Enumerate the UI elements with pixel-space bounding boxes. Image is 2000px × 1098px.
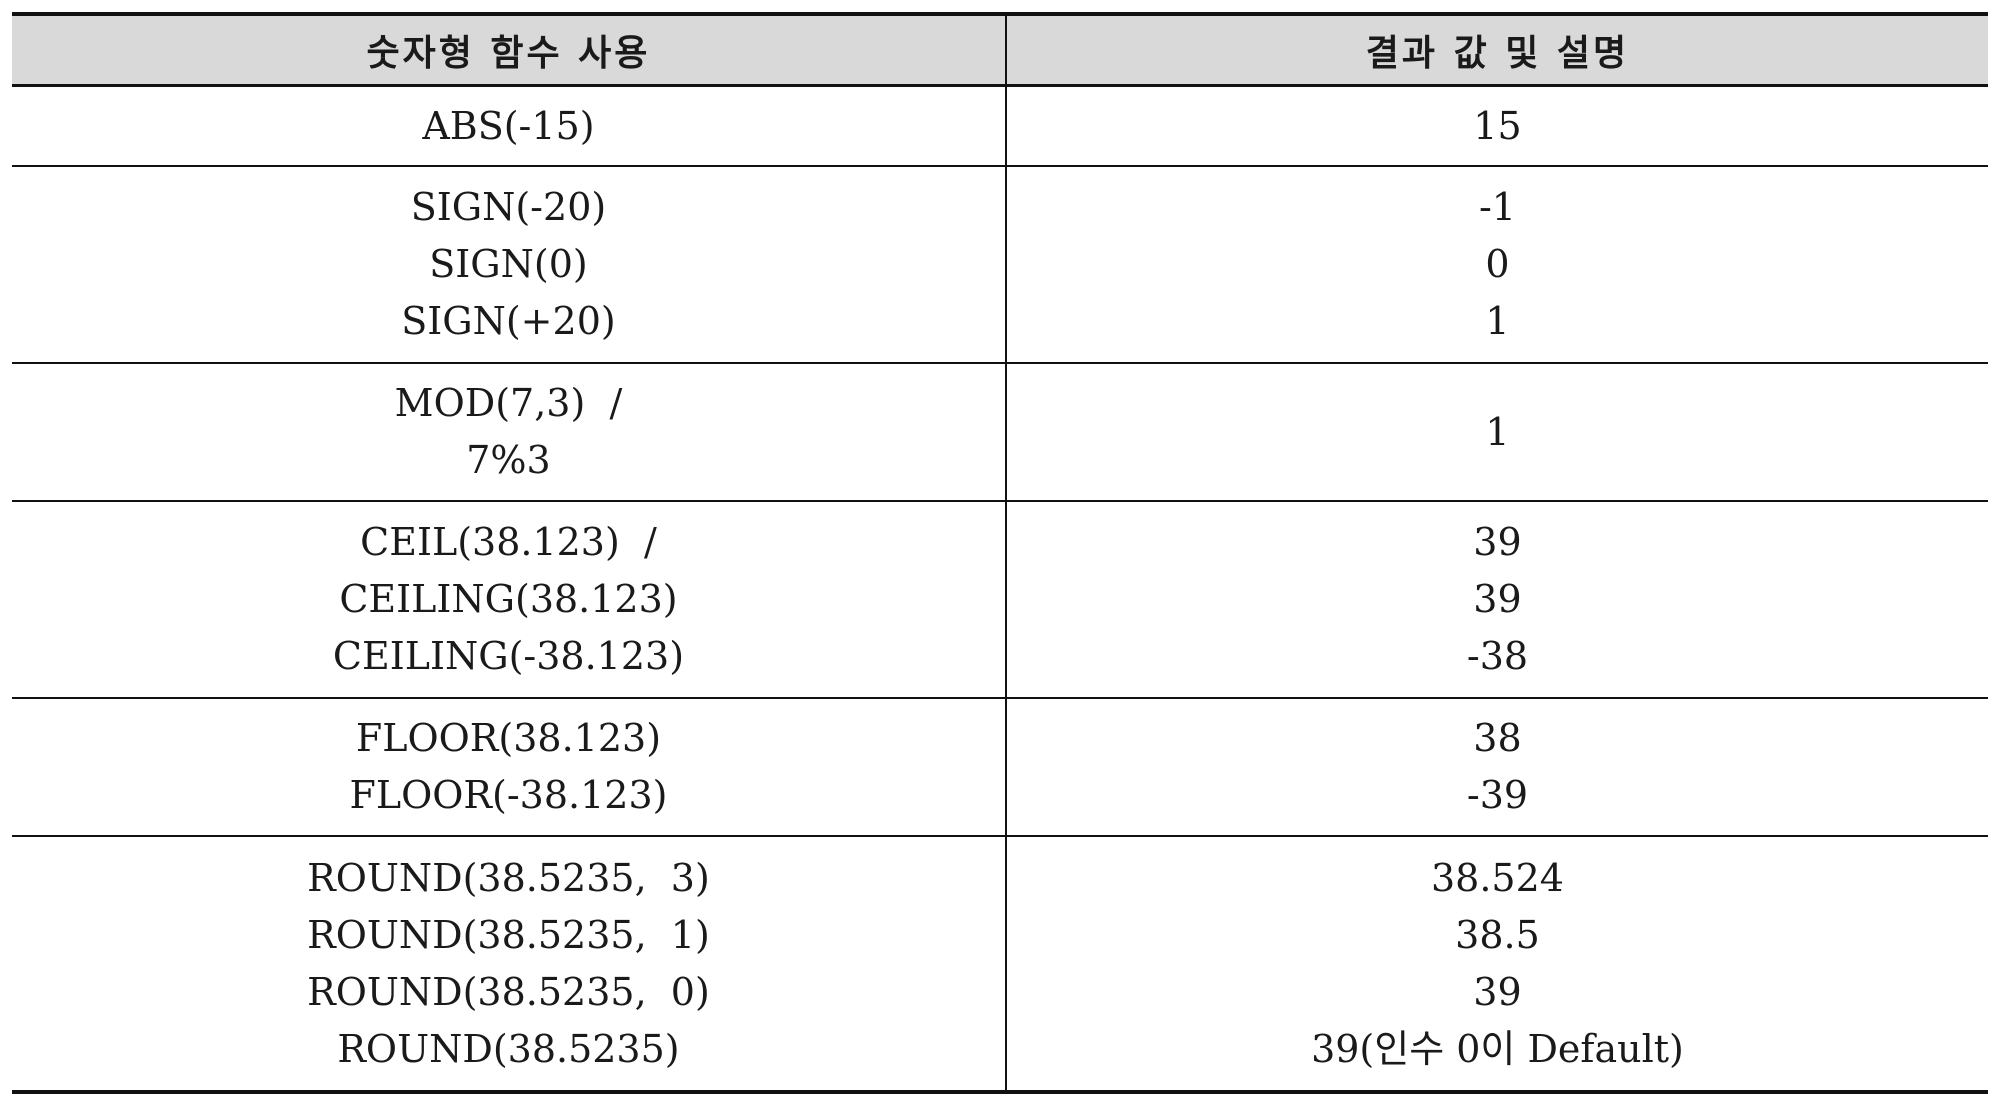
function-expression: ROUND(38.5235)	[337, 1026, 680, 1071]
result-value: 1	[1485, 299, 1510, 344]
result-value: 38.524	[1430, 855, 1564, 900]
result-cell: 38 -39	[1005, 697, 1988, 838]
table-row: MOD(7,3) / 7%3 1	[12, 362, 1988, 503]
table-body: ABS(-15) 15 SIGN(-20) SIGN(0) SIGN(+20) …	[12, 85, 1988, 1094]
result-value: 39	[1473, 577, 1522, 622]
result-value: 38.5	[1455, 912, 1540, 957]
result-value: 38	[1473, 716, 1522, 761]
result-value: -39	[1466, 773, 1529, 818]
table-row: CEIL(38.123) / CEILING(38.123) CEILING(-…	[12, 501, 1988, 699]
result-value: 1	[1485, 409, 1510, 454]
table-header-row: 숫자형 함수 사용 결과 값 및 설명	[12, 12, 1988, 87]
table-row: ROUND(38.5235, 3) ROUND(38.5235, 1) ROUN…	[12, 836, 1988, 1094]
function-expression: SIGN(-20)	[410, 185, 607, 230]
result-value: -1	[1478, 185, 1516, 230]
function-expression: FLOOR(-38.123)	[349, 773, 668, 818]
table-row: SIGN(-20) SIGN(0) SIGN(+20) -1 0 1	[12, 166, 1988, 364]
function-expression: FLOOR(38.123)	[355, 716, 662, 761]
result-cell: 38.524 38.5 39 39(인수 0이 Default)	[1005, 836, 1988, 1094]
function-expression: ROUND(38.5235, 0)	[307, 969, 710, 1014]
function-expression: MOD(7,3) /	[394, 381, 623, 426]
numeric-function-table: 숫자형 함수 사용 결과 값 및 설명 ABS(-15) 15 SIGN(-20…	[12, 12, 1988, 1094]
result-value: 39	[1473, 520, 1522, 565]
result-cell: 1	[1005, 362, 1988, 503]
function-cell: CEIL(38.123) / CEILING(38.123) CEILING(-…	[12, 501, 1007, 699]
result-cell: -1 0 1	[1005, 166, 1988, 364]
function-expression: ROUND(38.5235, 3)	[307, 855, 710, 900]
header-function-usage: 숫자형 함수 사용	[12, 12, 1007, 87]
function-cell: FLOOR(38.123) FLOOR(-38.123)	[12, 697, 1007, 838]
result-cell: 39 39 -38	[1005, 501, 1988, 699]
function-expression: CEILING(38.123)	[339, 577, 678, 622]
result-value: 15	[1473, 103, 1522, 148]
function-expression: 7%3	[466, 438, 551, 483]
function-expression: SIGN(+20)	[401, 299, 616, 344]
result-value: 39(인수 0이 Default)	[1311, 1026, 1684, 1071]
function-expression: SIGN(0)	[429, 242, 588, 287]
function-expression: ABS(-15)	[422, 103, 595, 148]
function-cell: ROUND(38.5235, 3) ROUND(38.5235, 1) ROUN…	[12, 836, 1007, 1094]
function-expression: CEIL(38.123) /	[360, 520, 657, 565]
result-value: 0	[1485, 242, 1510, 287]
header-result-description: 결과 값 및 설명	[1005, 12, 1988, 87]
result-value: 39	[1473, 969, 1522, 1014]
table-row: ABS(-15) 15	[12, 85, 1988, 168]
numeric-function-table-container: 숫자형 함수 사용 결과 값 및 설명 ABS(-15) 15 SIGN(-20…	[12, 12, 1988, 1094]
function-cell: SIGN(-20) SIGN(0) SIGN(+20)	[12, 166, 1007, 364]
function-cell: MOD(7,3) / 7%3	[12, 362, 1007, 503]
result-value: -38	[1466, 634, 1529, 679]
result-cell: 15	[1005, 85, 1988, 168]
function-expression: CEILING(-38.123)	[332, 634, 685, 679]
function-cell: ABS(-15)	[12, 85, 1007, 168]
function-expression: ROUND(38.5235, 1)	[307, 912, 710, 957]
table-row: FLOOR(38.123) FLOOR(-38.123) 38 -39	[12, 697, 1988, 838]
